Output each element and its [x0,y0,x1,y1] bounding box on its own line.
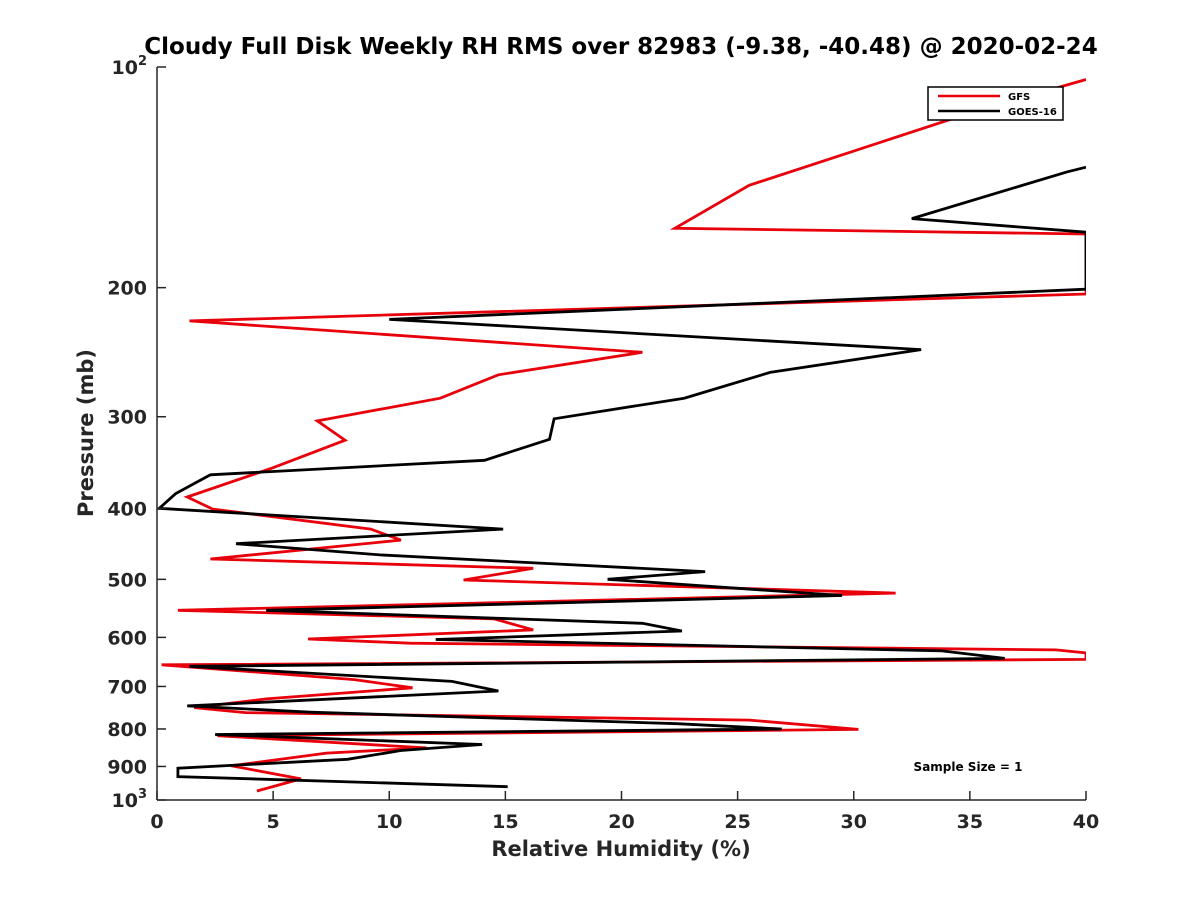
x-tick-label: 0 [150,811,163,833]
y-tick-label: 900 [107,756,147,778]
x-tick-label: 40 [1073,811,1099,833]
x-tick-label: 30 [841,811,867,833]
chart-title: Cloudy Full Disk Weekly RH RMS over 8298… [144,34,1097,60]
legend-box [927,86,1064,121]
x-tick-label: 15 [492,811,518,833]
x-tick-label: 25 [724,811,750,833]
x-tick-label: 10 [376,811,402,833]
legend-label-gfs: GFS [1008,92,1030,103]
y-axis-label: Pressure (mb) [74,349,98,517]
x-tick-label: 20 [608,811,634,833]
plot-area: 0 5 10 15 20 25 30 35 40 102 200 300 400 500 600 700 800… [107,54,1099,833]
x-tick-label: 35 [957,811,983,833]
y-tick-label: 600 [107,627,147,649]
y-tick-label: 300 [107,407,147,429]
series-line-gfs [161,78,1086,793]
sample-size-annotation: Sample Size = 1 [914,760,1023,774]
legend-label-goes-16: GOES-16 [1008,107,1057,118]
series-line-goes-16 [157,165,1086,789]
y-tick-label: 102 [112,54,148,79]
x-axis-label: Relative Humidity (%) [491,837,750,861]
y-tick-label: 200 [107,278,147,300]
legend: GFS GOES-16 [927,86,1064,121]
y-tick-label: 500 [107,569,147,591]
y-tick-label: 800 [107,719,147,741]
y-tick-label: 700 [107,676,147,698]
x-tick-label: 5 [267,811,280,833]
y-tick-label: 400 [107,498,147,520]
y-tick-label: 103 [112,787,148,812]
